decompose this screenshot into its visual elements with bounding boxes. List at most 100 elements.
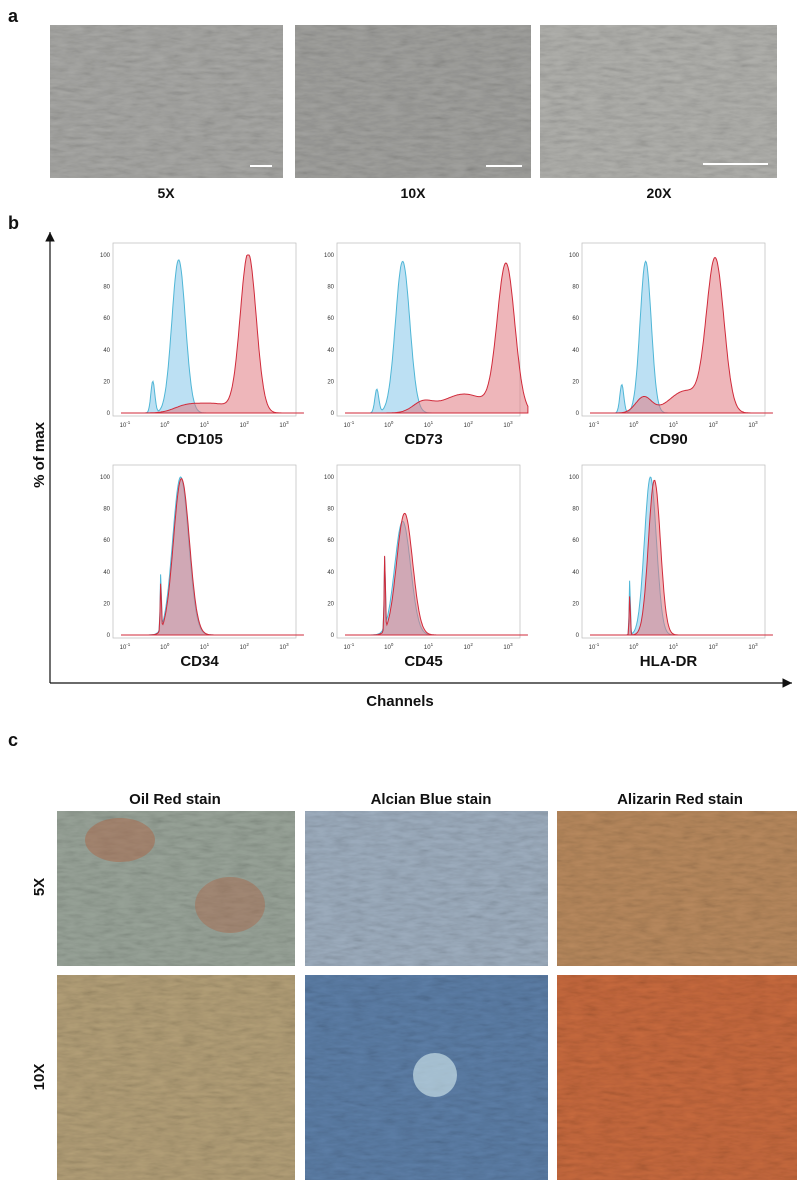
magnification: 5X bbox=[157, 185, 175, 201]
magnification: 10X bbox=[401, 185, 427, 201]
marker-histogram bbox=[121, 477, 304, 636]
histogram-panel: 0 20 40 60 80 100 10-1 100 101 102 103 HLA-DR bbox=[569, 464, 773, 670]
marker-label: CD45 bbox=[404, 653, 442, 670]
y-tick-label: 80 bbox=[327, 507, 334, 513]
histogram-panel: 0 20 40 60 80 100 10-1 100 101 102 103 CD105 bbox=[100, 242, 304, 448]
x-tick-label: 10-1 bbox=[589, 420, 600, 429]
panel-letter: b bbox=[8, 213, 19, 233]
y-tick-label: 60 bbox=[327, 538, 334, 544]
marker-histogram bbox=[345, 512, 528, 636]
micrograph bbox=[557, 975, 797, 1180]
marker-label: CD105 bbox=[176, 431, 223, 448]
y-tick-label: 20 bbox=[327, 601, 334, 607]
x-tick-label: 102 bbox=[464, 642, 474, 651]
control-histogram bbox=[121, 259, 304, 414]
y-tick-label: 80 bbox=[327, 285, 334, 291]
control-histogram bbox=[590, 476, 773, 636]
micrograph bbox=[557, 811, 797, 966]
x-tick-label: 102 bbox=[709, 420, 719, 429]
plot-frame bbox=[581, 464, 766, 639]
column-title: Alizarin Red stain bbox=[617, 791, 743, 808]
x-tick-label: 101 bbox=[200, 420, 210, 429]
x-tick-label: 101 bbox=[424, 642, 434, 651]
y-tick-label: 0 bbox=[107, 411, 111, 417]
y-tick-label: 100 bbox=[324, 253, 335, 259]
histogram-panel: 0 20 40 60 80 100 10-1 100 101 102 103 CD45 bbox=[324, 464, 528, 670]
stain-spot bbox=[413, 1053, 457, 1097]
y-tick-label: 100 bbox=[100, 253, 111, 259]
marker-histogram bbox=[345, 262, 529, 414]
x-tick-label: 10-1 bbox=[344, 642, 355, 651]
y-axis-label: % of max bbox=[31, 421, 48, 488]
magnification: 20X bbox=[647, 185, 673, 201]
y-tick-label: 40 bbox=[103, 570, 110, 576]
y-tick-label: 20 bbox=[327, 379, 334, 385]
plot-frame bbox=[581, 242, 766, 417]
control-histogram bbox=[590, 260, 773, 414]
histograms: 0 20 40 60 80 100 10-1 100 101 102 103 CD105 0 20 40 60… bbox=[100, 242, 773, 670]
panel-letter: c bbox=[8, 730, 18, 750]
x-tick-label: 100 bbox=[384, 420, 394, 429]
x-tick-label: 100 bbox=[384, 642, 394, 651]
y-tick-label: 60 bbox=[327, 316, 334, 322]
marker-histogram bbox=[590, 479, 773, 636]
x-tick-label: 103 bbox=[503, 642, 513, 651]
stain-spot bbox=[195, 877, 265, 933]
column-title: Alcian Blue stain bbox=[371, 791, 492, 808]
y-tick-label: 20 bbox=[572, 379, 579, 385]
x-tick-label: 101 bbox=[200, 642, 210, 651]
row-label: 5X bbox=[31, 878, 48, 896]
control-histogram bbox=[121, 476, 304, 636]
marker-label: CD73 bbox=[404, 431, 442, 448]
micrograph bbox=[540, 25, 777, 178]
x-tick-label: 101 bbox=[669, 420, 679, 429]
y-tick-label: 0 bbox=[331, 633, 335, 639]
y-tick-label: 20 bbox=[103, 601, 110, 607]
y-tick-label: 100 bbox=[569, 253, 580, 259]
x-tick-label: 10-1 bbox=[344, 420, 355, 429]
y-tick-label: 0 bbox=[576, 411, 580, 417]
y-tick-label: 0 bbox=[331, 411, 335, 417]
x-tick-label: 102 bbox=[709, 642, 719, 651]
x-tick-label: 102 bbox=[240, 642, 250, 651]
histogram-panel: 0 20 40 60 80 100 10-1 100 101 102 103 CD73 bbox=[324, 242, 529, 448]
x-tick-label: 10-1 bbox=[589, 642, 600, 651]
y-tick-label: 80 bbox=[572, 285, 579, 291]
micrographs-a bbox=[50, 25, 777, 178]
y-tick-label: 40 bbox=[327, 348, 334, 354]
x-tick-label: 10-1 bbox=[120, 642, 131, 651]
x-tick-label: 101 bbox=[669, 642, 679, 651]
micrograph bbox=[57, 811, 295, 966]
marker-label: CD90 bbox=[649, 431, 687, 448]
marker-label: HLA-DR bbox=[640, 653, 698, 670]
y-tick-label: 80 bbox=[103, 507, 110, 513]
y-tick-label: 100 bbox=[569, 475, 580, 481]
x-tick-label: 100 bbox=[160, 420, 170, 429]
x-tick-label: 103 bbox=[748, 420, 758, 429]
marker-histogram bbox=[590, 256, 773, 414]
x-tick-label: 100 bbox=[629, 642, 639, 651]
control-histogram bbox=[345, 520, 528, 636]
x-tick-label: 102 bbox=[464, 420, 474, 429]
stain-spot bbox=[85, 818, 155, 862]
y-tick-label: 20 bbox=[103, 379, 110, 385]
x-tick-label: 100 bbox=[629, 420, 639, 429]
x-tick-label: 100 bbox=[160, 642, 170, 651]
x-tick-label: 103 bbox=[279, 420, 289, 429]
y-tick-label: 40 bbox=[327, 570, 334, 576]
y-tick-label: 0 bbox=[576, 633, 580, 639]
y-tick-label: 80 bbox=[572, 507, 579, 513]
marker-label: CD34 bbox=[180, 653, 219, 670]
plot-frame bbox=[336, 242, 521, 417]
y-tick-label: 0 bbox=[107, 633, 111, 639]
y-tick-label: 20 bbox=[572, 601, 579, 607]
y-tick-label: 40 bbox=[572, 348, 579, 354]
plot-frame bbox=[112, 464, 297, 639]
stain-images bbox=[57, 811, 797, 1180]
histogram-panel: 0 20 40 60 80 100 10-1 100 101 102 103 CD34 bbox=[100, 464, 304, 670]
x-axis-label: Channels bbox=[366, 693, 434, 710]
histogram-panel: 0 20 40 60 80 100 10-1 100 101 102 103 CD90 bbox=[569, 242, 773, 448]
micrograph bbox=[50, 25, 283, 178]
column-title: Oil Red stain bbox=[129, 791, 221, 808]
